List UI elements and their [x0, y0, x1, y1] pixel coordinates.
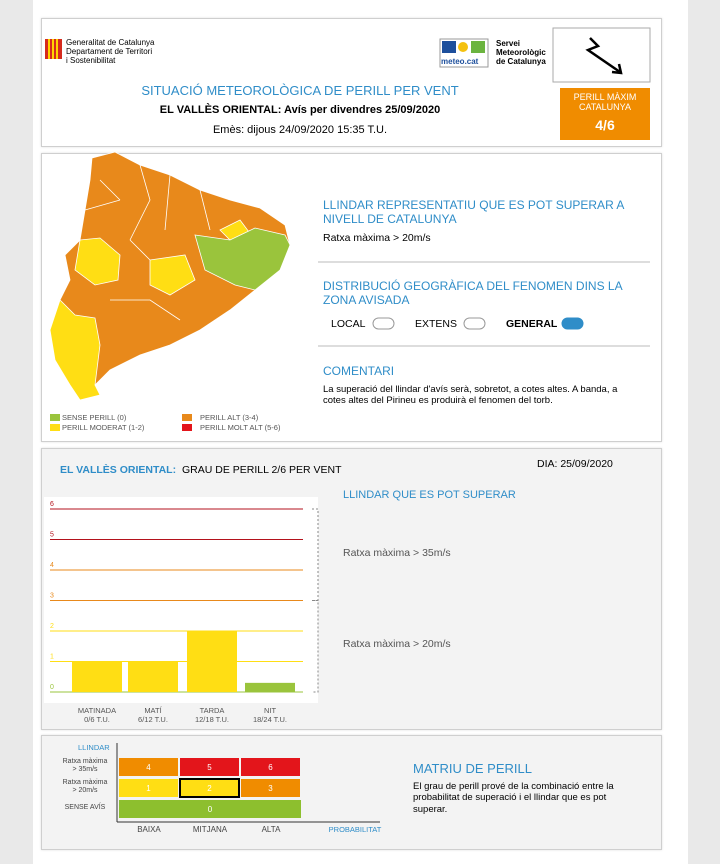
y-tick-label: 6 [50, 501, 54, 508]
x-tick-sublabel: 12/18 T.U. [195, 715, 229, 724]
meteocat-logo [439, 38, 489, 68]
logo-text: meteo.cat [441, 57, 479, 66]
matrix-cell-value: 1 [146, 784, 151, 793]
x-tick-sublabel: 18/24 T.U. [253, 715, 287, 724]
title: SITUACIÓ METEOROLÒGICA DE PERILL PER VEN… [141, 83, 459, 98]
matrix-cell [119, 758, 178, 776]
matrix-row-label: SENSE AVÍS [64, 804, 106, 811]
x-tick-label: MATÍ [144, 706, 162, 715]
thresholds-title: LLINDAR QUE ES POT SUPERAR [343, 489, 516, 501]
matrix-cell-value: 0 [208, 805, 213, 814]
threshold-text: Ratxa màxima > 20m/s [343, 638, 451, 651]
legend-swatch [182, 424, 192, 431]
threshold-bracket [312, 600, 319, 693]
y-tick-label: 2 [50, 623, 54, 630]
toggle [463, 317, 486, 330]
matrix-col-label: MITJANA [193, 825, 228, 834]
y-tick-label: 4 [50, 562, 54, 569]
section-title: LLINDAR REPRESENTATIU QUE ES POT SUPERAR… [323, 198, 624, 227]
max-danger-label: PERILL MÀXIM CATALUNYA [573, 92, 637, 112]
x-tick-sublabel: 0/6 T.U. [84, 715, 110, 724]
matrix-cell [119, 779, 178, 797]
x-tick-label: TARDA [200, 706, 225, 715]
toggle [372, 317, 395, 330]
option-label: EXTENS [415, 318, 458, 330]
y-tick-label: 3 [50, 593, 54, 600]
map-box [41, 153, 662, 442]
matrix-x-label: PROBABILITAT [329, 825, 382, 834]
bar [72, 661, 122, 692]
gencat-logo [45, 39, 62, 59]
x-tick-sublabel: 6/12 T.U. [138, 715, 168, 724]
bar [245, 682, 295, 692]
matrix-row-label: Ratxa màxima > 35m/s [62, 758, 108, 774]
legend-label: SENSE PERILL (0) [62, 413, 127, 422]
x-tick-label: NIT [264, 706, 277, 715]
matrix-cell-value: 5 [207, 763, 212, 772]
y-tick-label: 0 [50, 684, 54, 691]
matrix-cell [241, 758, 300, 776]
matrix-cell-value: 3 [268, 784, 273, 793]
matrix-cell [241, 779, 300, 797]
max-danger-box [560, 88, 650, 140]
option-label: GENERAL [506, 318, 558, 330]
x-tick-label: MATINADA [78, 706, 116, 715]
legend-swatch [182, 414, 192, 421]
matrix-col-label: ALTA [262, 825, 281, 834]
threshold-bracket [312, 508, 319, 601]
option-label: LOCAL [331, 318, 366, 330]
matrix-box [41, 735, 662, 850]
legend-label: PERILL MOLT ALT (5-6) [200, 423, 281, 432]
chart-region: EL VALLÈS ORIENTAL: [60, 464, 177, 476]
section-title: DISTRIBUCIÓ GEOGRÀFICA DEL FENOMEN DINS … [323, 279, 622, 308]
matrix-cell [119, 800, 301, 818]
header-box [41, 18, 662, 147]
matrix-cell-value: 2 [207, 784, 212, 793]
legend-swatch [50, 424, 60, 431]
org-left: Generalitat de Catalunya Departament de … [66, 38, 155, 66]
legend-label: PERILL ALT (3-4) [200, 413, 259, 422]
matrix-col-label: BAIXA [137, 825, 161, 834]
bar [128, 661, 178, 692]
toggle [561, 317, 584, 330]
legend-swatch [50, 414, 60, 421]
matrix-text: El grau de perill prové de la combinació… [413, 781, 614, 815]
wind-arrow [585, 37, 623, 75]
bar [187, 631, 237, 692]
matrix-cell-value: 4 [146, 763, 151, 772]
chart-date: DIA: 25/09/2020 [537, 458, 613, 470]
legend-label: PERILL MODERAT (1-2) [62, 423, 145, 432]
matrix-cell [179, 778, 240, 798]
org-right: Servei Meteorològic de Catalunya [496, 39, 546, 67]
issued: Emès: dijous 24/09/2020 15:35 T.U. [212, 124, 388, 136]
threshold-text: Ratxa màxima > 35m/s [343, 546, 451, 559]
matrix-cell-value: 6 [268, 763, 273, 772]
section-text: Ratxa màxima > 20m/s [323, 232, 431, 244]
chart-title: GRAU DE PERILL 2/6 PER VENT [182, 464, 342, 476]
matrix-y-label: LLINDAR [78, 743, 110, 752]
matrix-title: MATRIU DE PERILL [413, 761, 532, 776]
section-text: La superació del llindar d'avís serà, so… [323, 384, 618, 407]
catalonia-map [49, 151, 291, 401]
matrix-cell [180, 758, 239, 776]
subtitle: EL VALLÈS ORIENTAL: Avís per divendres 2… [159, 104, 441, 116]
section-title: COMENTARI [323, 364, 395, 378]
y-tick-label: 1 [50, 654, 54, 661]
y-tick-label: 5 [50, 532, 54, 539]
matrix-row-label: Ratxa màxima > 20m/s [62, 779, 108, 795]
max-danger-level: 4/6 [595, 117, 615, 133]
wind-arrow-box [552, 27, 651, 83]
